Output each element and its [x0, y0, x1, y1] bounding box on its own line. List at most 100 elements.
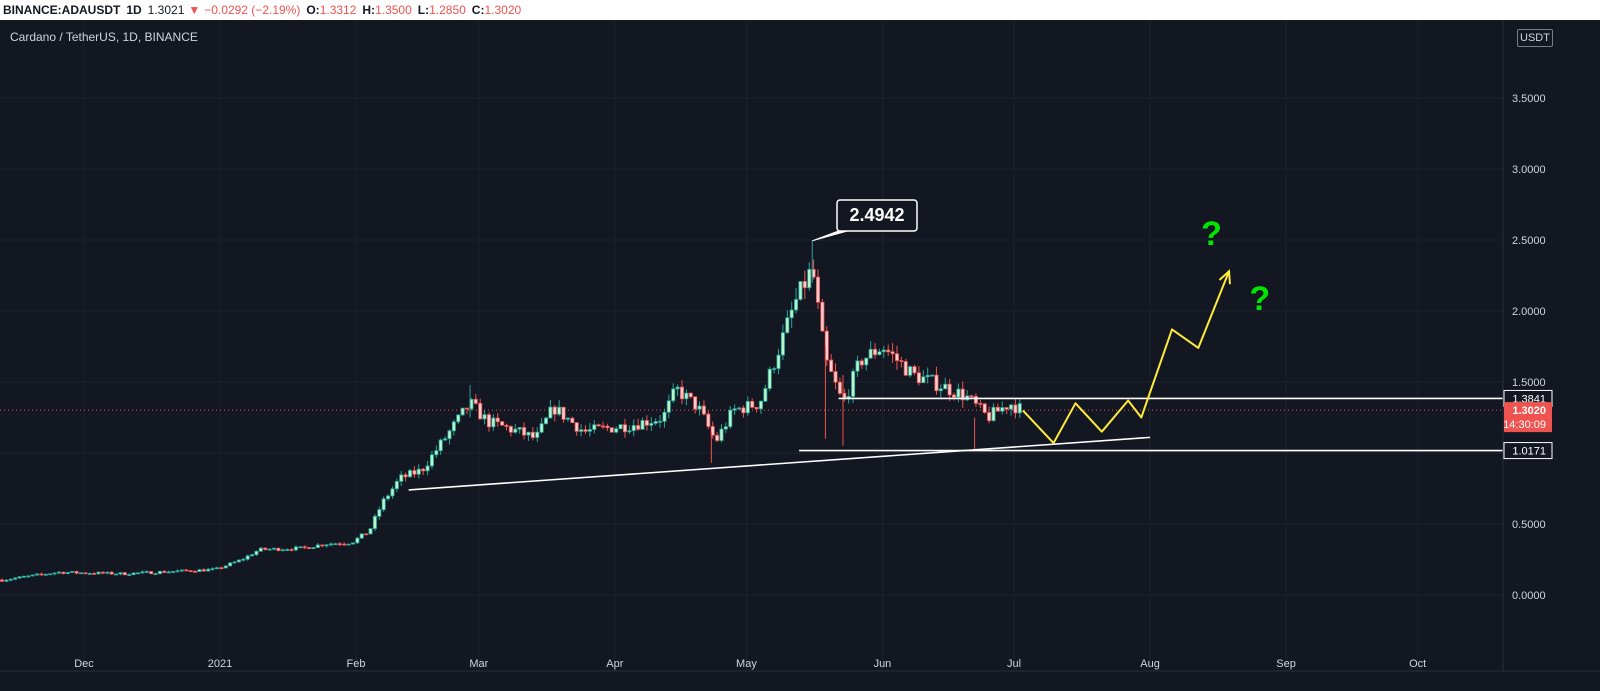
- candle-down: [263, 547, 268, 550]
- candle-up: [381, 498, 386, 511]
- candle-up: [30, 574, 35, 577]
- price-chart[interactable]: ?? 2.4942 0.00000.50001.00001.50002.00002…: [0, 20, 1600, 691]
- candle-up: [105, 571, 110, 574]
- candle-down: [184, 569, 189, 572]
- candle-up: [223, 565, 228, 569]
- candle-up: [324, 544, 329, 547]
- candle-up: [118, 572, 123, 575]
- time-axis[interactable]: Dec 2021 Feb Mar Apr May Jun Jul Aug Sep Oct: [0, 658, 1600, 672]
- candle-up: [166, 571, 171, 574]
- candle-down: [622, 424, 627, 433]
- currency-badge[interactable]: USDT: [1517, 29, 1553, 47]
- candle-down: [188, 570, 193, 573]
- candle-down: [859, 360, 864, 366]
- timeframe-label[interactable]: 1D: [126, 3, 142, 17]
- annotation-layer: ?? 2.4942: [408, 199, 1503, 491]
- candle-down: [978, 402, 983, 405]
- candle-up: [144, 571, 149, 573]
- question-mark: ?: [1201, 215, 1222, 253]
- candle-up: [140, 571, 145, 574]
- candle-up: [96, 571, 101, 575]
- candle-down: [570, 417, 575, 424]
- open-label: O:: [306, 3, 320, 17]
- candle-up: [592, 424, 597, 430]
- candle-up: [346, 543, 351, 546]
- peak-label: 2.4942: [849, 205, 904, 225]
- candle-down: [688, 392, 693, 398]
- projection-arrowhead: [1218, 269, 1231, 285]
- candle-up: [271, 547, 276, 550]
- candle-down: [342, 543, 347, 546]
- candle-down: [987, 412, 992, 422]
- candle-down: [500, 421, 505, 426]
- candle-up: [513, 428, 518, 433]
- candle-up: [925, 374, 930, 378]
- candle-up: [938, 388, 943, 392]
- question-mark: ?: [1249, 280, 1270, 318]
- candle-down: [307, 547, 312, 550]
- candle-down: [899, 360, 904, 362]
- candle-up: [671, 388, 676, 402]
- candle-up: [653, 421, 658, 424]
- candle-up: [780, 332, 785, 356]
- candle-up: [425, 465, 430, 472]
- candle-up: [662, 411, 667, 422]
- countdown-timer: 14:30:09: [1503, 419, 1546, 431]
- candle-down: [508, 426, 513, 433]
- candle-up: [8, 578, 13, 581]
- candle-up: [372, 515, 377, 529]
- candle-down: [1004, 407, 1009, 410]
- candle-up: [956, 388, 961, 398]
- price-change: −0.0292 (−2.19%): [204, 3, 301, 17]
- price-tick-label: 2.5000: [1512, 235, 1546, 247]
- candle-down: [824, 330, 829, 361]
- candle-up: [1000, 407, 1005, 412]
- candle-up: [640, 420, 645, 430]
- price-axis[interactable]: 0.00000.50001.00001.50002.00002.50003.00…: [1502, 20, 1553, 671]
- candle-up: [789, 309, 794, 319]
- time-tick-label: Feb: [347, 658, 366, 670]
- candle-up: [416, 468, 421, 475]
- candle-down: [61, 571, 66, 575]
- candle-up: [451, 421, 456, 432]
- candle-up: [587, 429, 592, 432]
- high-value: 1.3500: [375, 3, 412, 17]
- open-value: 1.3312: [319, 3, 357, 17]
- candle-up: [245, 555, 250, 560]
- candle-up: [315, 544, 320, 548]
- candle-up: [443, 438, 448, 441]
- candle-up: [267, 548, 272, 551]
- time-tick-label: Mar: [469, 658, 488, 670]
- candle-up: [855, 360, 860, 372]
- candle-down: [833, 371, 838, 383]
- candle-up: [210, 568, 215, 570]
- symbol-name[interactable]: BINANCE:ADAUSDT: [3, 3, 121, 17]
- candle-down: [890, 351, 895, 355]
- candle-up: [697, 405, 702, 410]
- candle-up: [618, 424, 623, 430]
- candle-down: [912, 366, 917, 374]
- candle-up: [434, 450, 439, 456]
- price-tick-label: 3.5000: [1512, 93, 1546, 105]
- candle-up: [359, 533, 364, 539]
- candle-up: [991, 406, 996, 422]
- low-label: L:: [417, 3, 430, 17]
- time-tick-label: Apr: [606, 658, 623, 670]
- peak-callout-box: [836, 199, 918, 232]
- current-price-tag-bg: [1504, 402, 1552, 433]
- candle-up: [214, 567, 219, 570]
- candle-down: [465, 407, 470, 410]
- candle-up: [87, 573, 92, 575]
- candle-up: [429, 454, 434, 467]
- price-tick-label: 3.0000: [1512, 164, 1546, 176]
- candle-up: [157, 570, 162, 574]
- candle-up: [21, 575, 26, 578]
- candle-up: [732, 408, 737, 411]
- time-tick-label: Sep: [1276, 658, 1296, 670]
- candle-down: [201, 569, 206, 572]
- candle-up: [232, 561, 237, 564]
- candle-up: [881, 349, 886, 353]
- candle-down: [1013, 404, 1018, 414]
- candle-down: [596, 424, 601, 427]
- candle-up: [285, 549, 290, 551]
